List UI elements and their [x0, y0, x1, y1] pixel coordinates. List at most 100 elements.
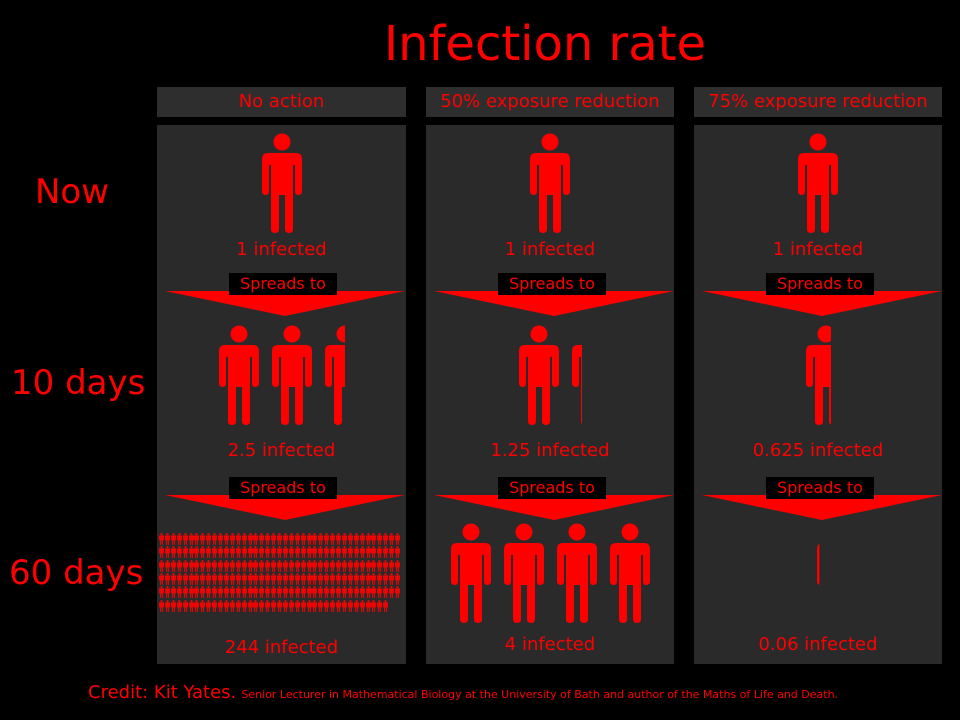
down-arrow-icon [702, 495, 942, 520]
person-icon [347, 533, 353, 545]
person-icon [359, 599, 365, 612]
person-icon [395, 546, 400, 559]
person-icon [288, 546, 294, 559]
person-icon [212, 586, 218, 599]
person-icon [223, 572, 229, 585]
person-icon [341, 572, 347, 585]
count-10-days: 0.625 infected [752, 440, 884, 461]
down-arrow-icon [702, 291, 942, 316]
person-icon [229, 586, 235, 599]
person-icon [312, 572, 318, 585]
person-icon [318, 546, 324, 559]
person-icon [330, 586, 336, 599]
down-arrow-icon [165, 495, 405, 520]
person-icon [259, 599, 265, 612]
person-icon [241, 586, 247, 599]
person-icon [383, 572, 389, 585]
person-icon [212, 546, 218, 559]
person-icon [261, 133, 302, 233]
person-icon [300, 586, 306, 599]
count-60-days: 244 infected [224, 637, 339, 658]
person-icon [253, 586, 259, 599]
row-label-now: Now [35, 172, 110, 212]
person-icon [265, 546, 271, 559]
person-icon [306, 546, 312, 559]
person-icon [277, 572, 282, 585]
person-icon [371, 546, 377, 559]
person-icon [347, 559, 353, 572]
person-icon [330, 599, 336, 612]
person-icon [271, 599, 277, 612]
person-icon [235, 572, 241, 585]
person-icon [300, 599, 306, 612]
person-icon [218, 559, 223, 572]
person-icon [265, 559, 271, 572]
person-icon [265, 572, 271, 585]
person-icon [336, 533, 341, 545]
person-icon [259, 572, 265, 585]
person-icon [389, 546, 395, 559]
person-icon [816, 543, 820, 585]
person-icon [223, 586, 229, 599]
person-icon [164, 572, 170, 585]
person-icon [277, 533, 282, 545]
person-icon [241, 572, 247, 585]
person-icon [288, 533, 294, 545]
people-now [426, 133, 674, 233]
person-icon [206, 572, 212, 585]
person-icon [359, 559, 365, 572]
person-icon [194, 586, 200, 599]
person-icon [271, 325, 312, 425]
person-icon [159, 586, 164, 599]
person-icon [241, 599, 247, 612]
person-icon [312, 599, 318, 612]
person-icon [159, 559, 164, 572]
person-icon [503, 523, 544, 623]
person-icon [365, 586, 371, 599]
person-icon [176, 572, 182, 585]
person-icon [288, 572, 294, 585]
count-now: 1 infected [236, 239, 327, 260]
people-60-days [426, 523, 674, 623]
down-arrow-icon [165, 291, 405, 316]
person-icon [377, 533, 383, 545]
person-icon [247, 586, 253, 599]
person-icon [188, 586, 194, 599]
person-icon [229, 559, 235, 572]
person-icon [194, 546, 200, 559]
person-icon [294, 559, 300, 572]
person-icon [176, 586, 182, 599]
person-icon [277, 559, 282, 572]
person-icon [188, 546, 194, 559]
person-icon [170, 599, 176, 612]
person-icon [383, 559, 389, 572]
person-icon [176, 559, 182, 572]
person-icon [182, 586, 188, 599]
person-icon [282, 599, 288, 612]
person-icon [212, 559, 218, 572]
person-icon [805, 325, 831, 425]
people-now [694, 133, 942, 233]
spreads-to-label: Spreads to [229, 273, 337, 295]
person-icon [365, 533, 371, 545]
person-icon [395, 533, 400, 545]
person-icon [571, 345, 582, 424]
person-icon [341, 599, 347, 612]
person-icon [347, 546, 353, 559]
person-icon [306, 586, 312, 599]
person-icon [235, 533, 241, 545]
person-icon [247, 559, 253, 572]
person-icon [312, 559, 318, 572]
person-icon [324, 599, 330, 612]
spreads-to-label: Spreads to [766, 273, 874, 295]
person-icon [241, 559, 247, 572]
person-icon [371, 586, 377, 599]
person-icon [265, 533, 271, 545]
person-icon [241, 533, 247, 545]
person-icon [288, 599, 294, 612]
person-icon [229, 572, 235, 585]
count-now: 1 infected [504, 239, 596, 260]
person-icon [271, 559, 277, 572]
person-icon [212, 599, 218, 612]
down-arrow-icon [434, 291, 674, 316]
